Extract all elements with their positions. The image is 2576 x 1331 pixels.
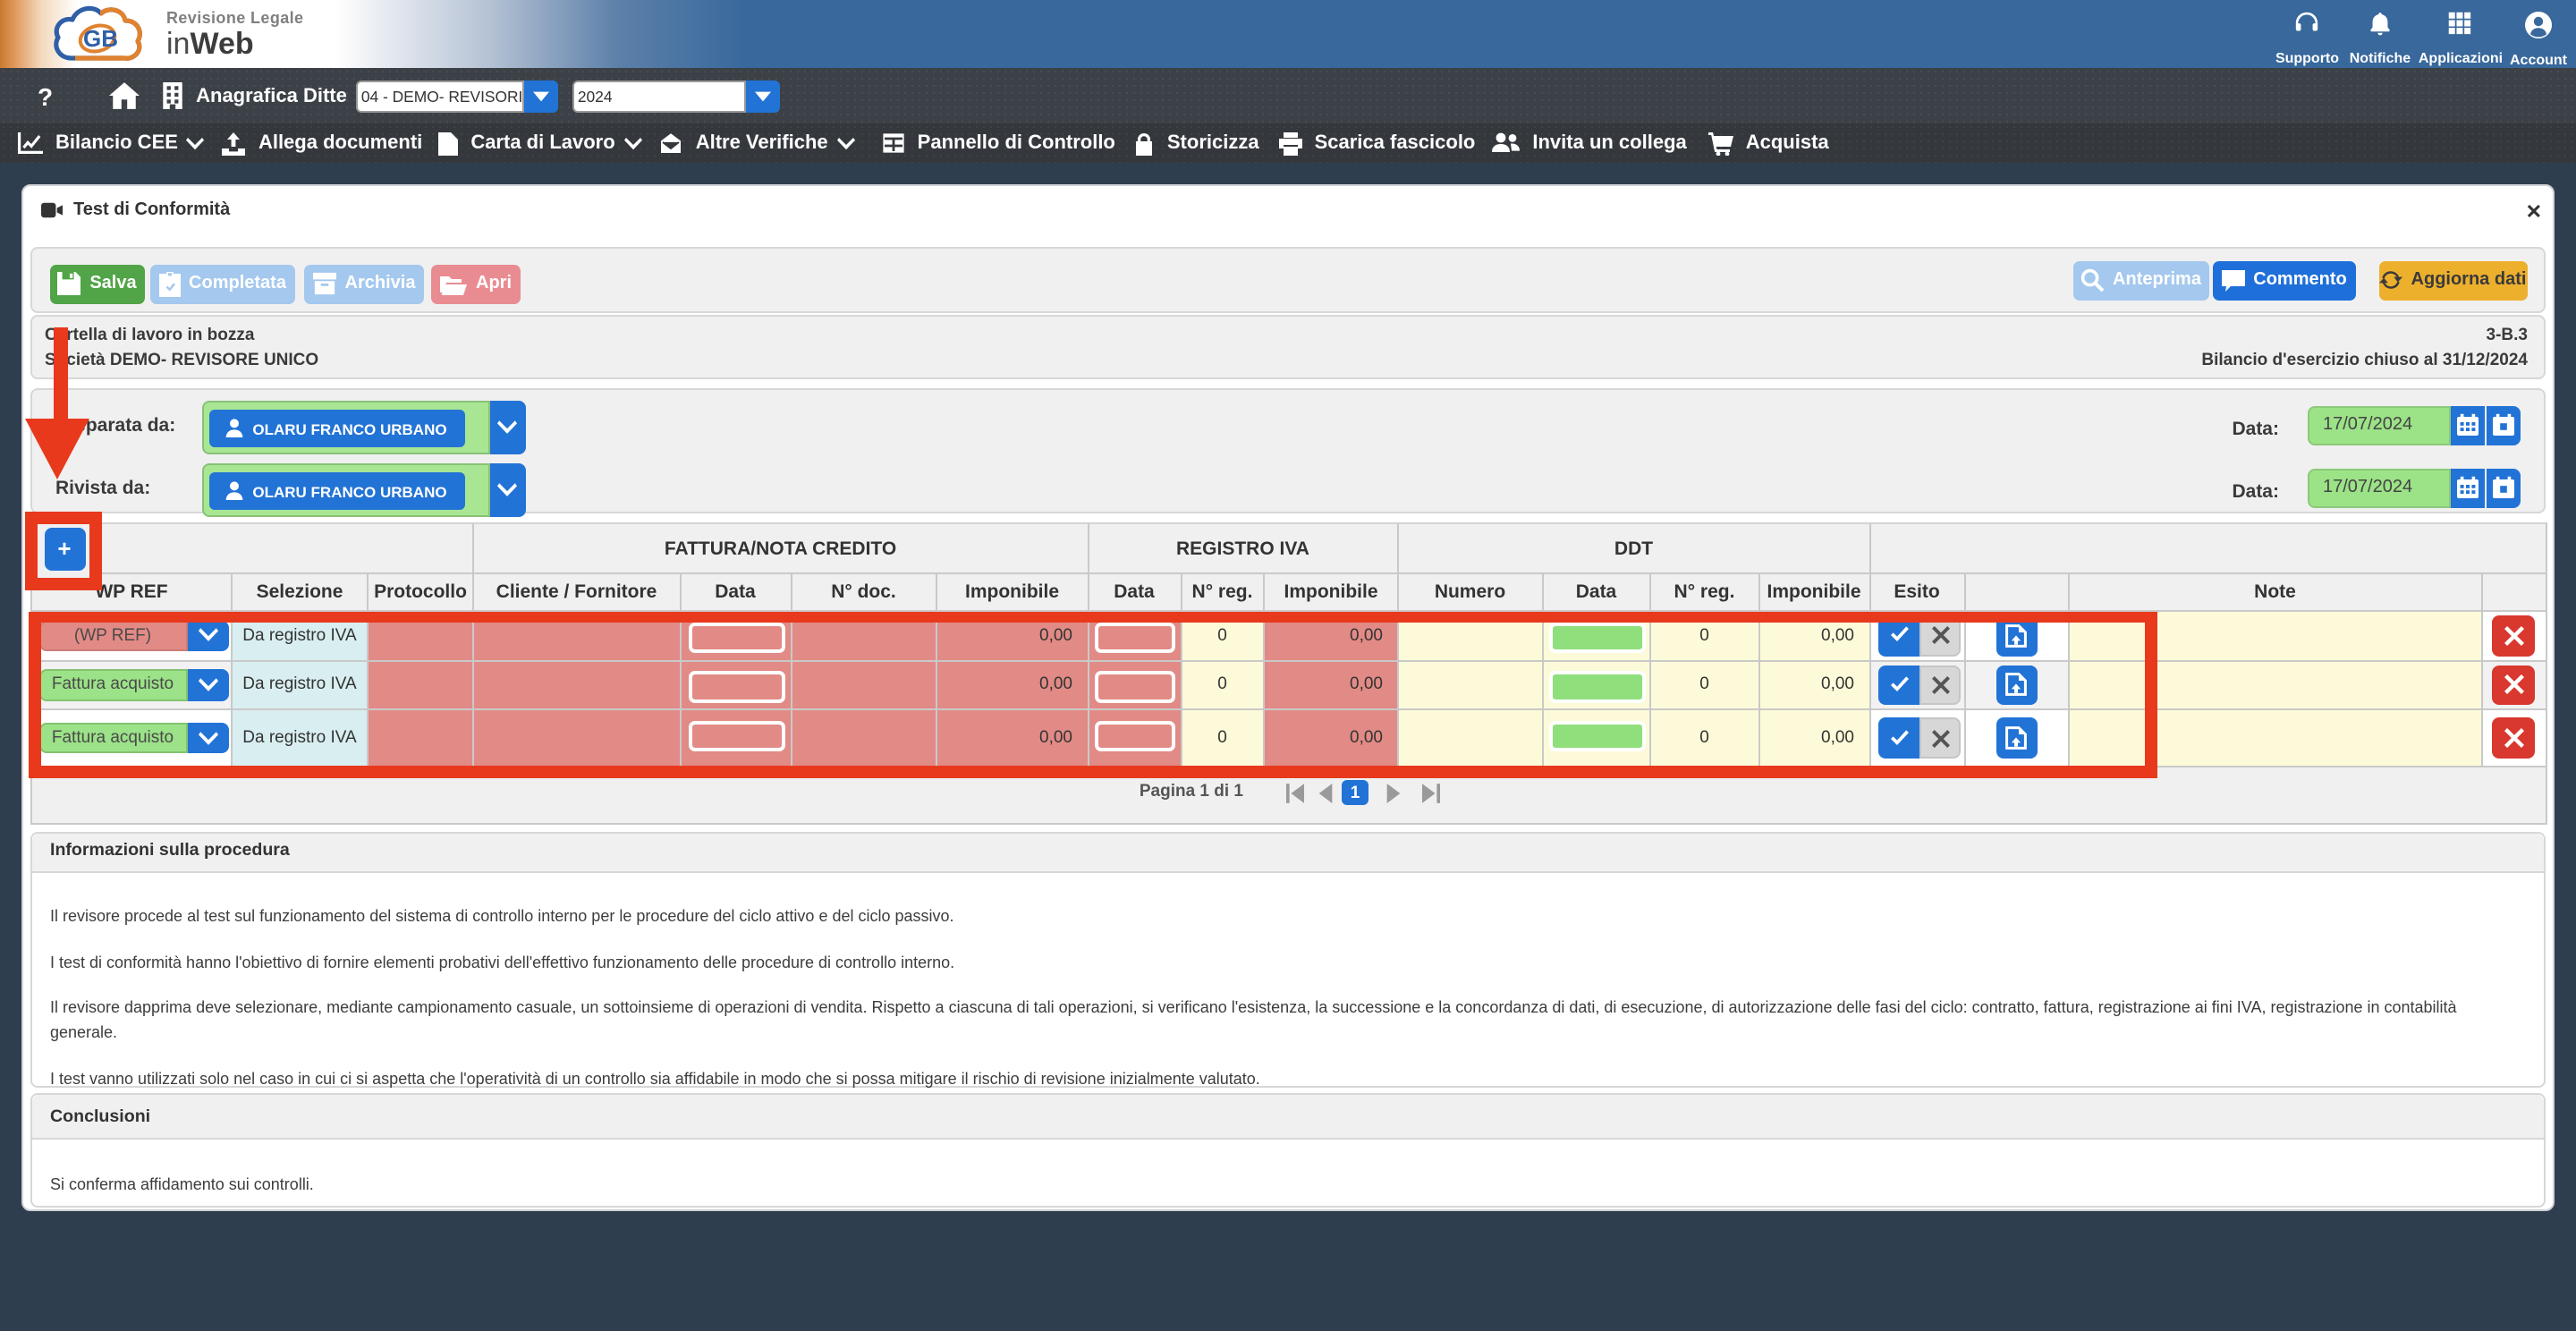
svg-text:GB: GB <box>83 25 118 52</box>
